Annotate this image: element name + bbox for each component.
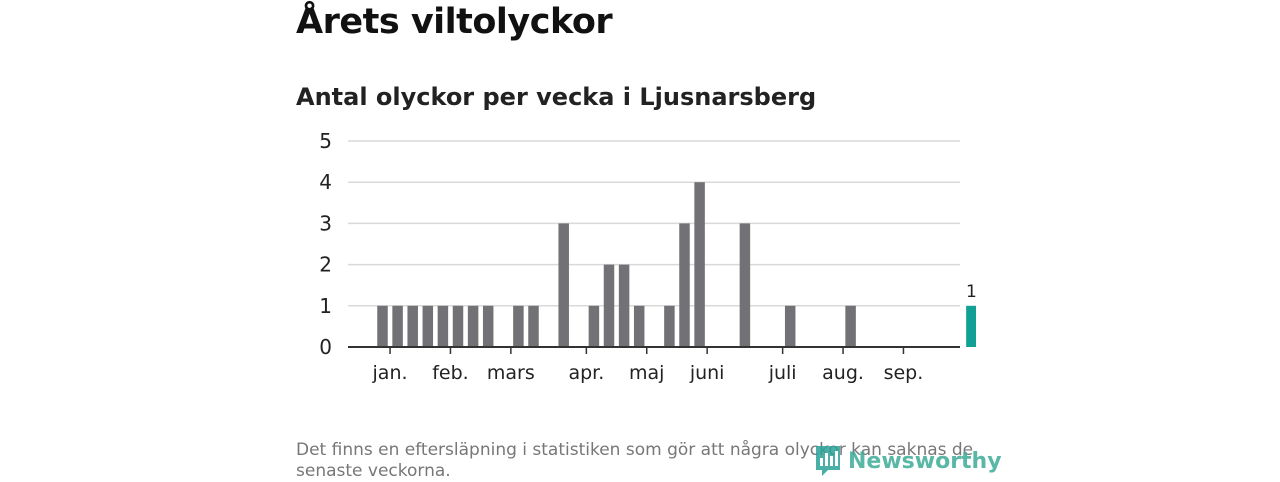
bar xyxy=(422,305,434,347)
bar xyxy=(407,305,418,347)
x-tick-label: feb. xyxy=(432,362,468,384)
bar xyxy=(694,182,705,347)
x-tick-label: sep. xyxy=(884,362,924,384)
y-tick-label: 0 xyxy=(319,335,332,359)
bar xyxy=(784,305,796,347)
bar xyxy=(452,305,464,347)
data-label: 1 xyxy=(966,282,976,302)
x-tick-label: juni xyxy=(689,362,725,384)
bar xyxy=(558,223,569,347)
newsworthy-logo[interactable]: Newsworthy xyxy=(814,444,1002,478)
x-tick-label: maj xyxy=(629,362,664,384)
y-tick-label: 3 xyxy=(319,211,332,235)
y-tick-label: 4 xyxy=(319,170,332,194)
bar xyxy=(588,305,600,347)
x-tick-label: aug. xyxy=(822,362,864,384)
highlight-bar xyxy=(966,305,976,347)
footnote: Det finns en eftersläpning i statistiken… xyxy=(296,440,974,481)
bar xyxy=(513,305,524,347)
bar-chart: 0 1 2 3 4 5 1 jan. feb. mars apr. maj juni juli aug. se… xyxy=(319,129,976,384)
bar xyxy=(467,305,479,347)
bar xyxy=(664,305,675,347)
bar xyxy=(679,223,690,347)
x-tick-label: jan. xyxy=(372,362,408,384)
bar xyxy=(845,305,856,347)
bar xyxy=(618,264,630,347)
y-tick-label: 5 xyxy=(319,129,332,153)
x-tick-label: mars xyxy=(487,362,535,384)
chart-subtitle: Antal olyckor per vecka i Ljusnarsberg xyxy=(296,83,817,111)
page-title: Årets viltolyckor xyxy=(296,2,613,42)
bar xyxy=(633,305,645,347)
brand-name: Newsworthy xyxy=(848,448,1002,474)
bar xyxy=(528,305,539,347)
x-tick-label: juli xyxy=(768,362,797,384)
x-tick-label: apr. xyxy=(568,362,604,384)
bar xyxy=(392,305,403,347)
newsworthy-logo-icon xyxy=(816,446,840,476)
y-tick-label: 1 xyxy=(319,294,332,318)
bar xyxy=(739,223,751,347)
bar xyxy=(482,305,494,347)
bar xyxy=(377,305,388,347)
bar xyxy=(603,264,615,347)
y-tick-label: 2 xyxy=(319,253,332,277)
bar xyxy=(437,305,449,347)
